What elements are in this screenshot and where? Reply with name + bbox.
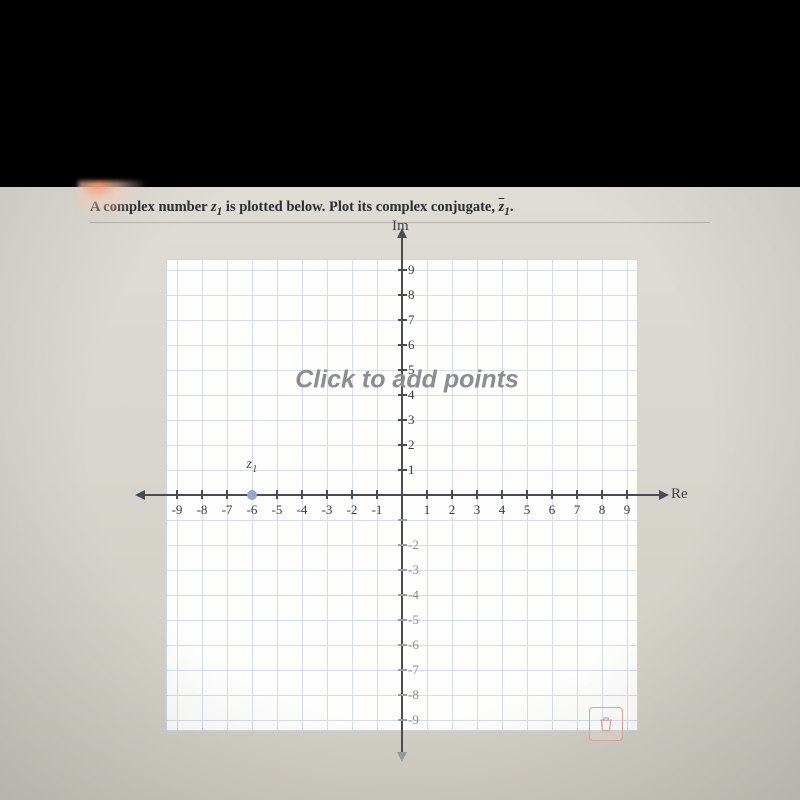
x-axis-arrow-left xyxy=(135,490,145,500)
y-tick-label: -8 xyxy=(408,687,419,703)
y-tick-label: 1 xyxy=(408,462,415,478)
x-tick-label: -7 xyxy=(222,502,233,518)
click-to-add-hint: Click to add points xyxy=(295,365,519,394)
complex-plane-chart[interactable]: -9-8-7-6-5-4-3-2-1123456789-9-8-7-6-5-4-… xyxy=(135,233,665,753)
y-axis xyxy=(401,236,403,754)
y-axis-arrow-down xyxy=(397,752,407,762)
chart-container: -9-8-7-6-5-4-3-2-1123456789-9-8-7-6-5-4-… xyxy=(90,233,710,753)
y-tick-label: 3 xyxy=(408,412,415,428)
x-tick-label: 3 xyxy=(474,502,481,518)
page-area: A complex number z1 is plotted below. Pl… xyxy=(0,187,800,800)
x-tick-label: 8 xyxy=(599,502,606,518)
y-tick-label: 9 xyxy=(408,262,415,278)
x-tick-label: 7 xyxy=(574,502,581,518)
x-tick-label: -1 xyxy=(372,502,383,518)
x-tick-label: -5 xyxy=(272,502,283,518)
x-tick-label: -9 xyxy=(172,502,183,518)
y-tick-label: -6 xyxy=(408,637,419,653)
y-tick-label: -7 xyxy=(408,662,419,678)
y-tick-label: -4 xyxy=(408,587,419,603)
x-tick-label: 4 xyxy=(499,502,506,518)
x-tick-label: -6 xyxy=(247,502,258,518)
x-tick-label: -2 xyxy=(347,502,358,518)
y-tick-label: -9 xyxy=(408,712,419,728)
x-tick-label: -3 xyxy=(322,502,333,518)
x-tick-label: 9 xyxy=(624,502,631,518)
y-tick-label: 6 xyxy=(408,337,415,353)
y-tick-label: 7 xyxy=(408,312,415,328)
y-tick-label: -3 xyxy=(408,562,419,578)
y-tick-label: -5 xyxy=(408,612,419,628)
x-tick-label: 1 xyxy=(424,502,431,518)
y-tick-label: 2 xyxy=(408,437,415,453)
plotted-point-label: z1 xyxy=(247,457,258,475)
x-tick-label: -8 xyxy=(197,502,208,518)
y-axis-title: Im xyxy=(392,218,409,235)
x-tick-label: 6 xyxy=(549,502,556,518)
x-tick-label: -4 xyxy=(297,502,308,518)
plotted-point-z1[interactable] xyxy=(247,490,257,500)
y-tick-label: 8 xyxy=(408,287,415,303)
x-tick-label: 5 xyxy=(524,502,531,518)
question-mid: is plotted below. Plot its complex conju… xyxy=(222,199,498,215)
black-letterbox-top xyxy=(0,0,800,187)
x-tick-label: 2 xyxy=(449,502,456,518)
x-axis-title: Re xyxy=(671,486,688,503)
x-axis-arrow-right xyxy=(659,490,669,500)
trash-icon[interactable] xyxy=(589,707,623,741)
question-suffix: . xyxy=(510,199,514,215)
question-prefix: A complex number xyxy=(90,199,211,215)
y-tick-label: -2 xyxy=(408,537,419,553)
